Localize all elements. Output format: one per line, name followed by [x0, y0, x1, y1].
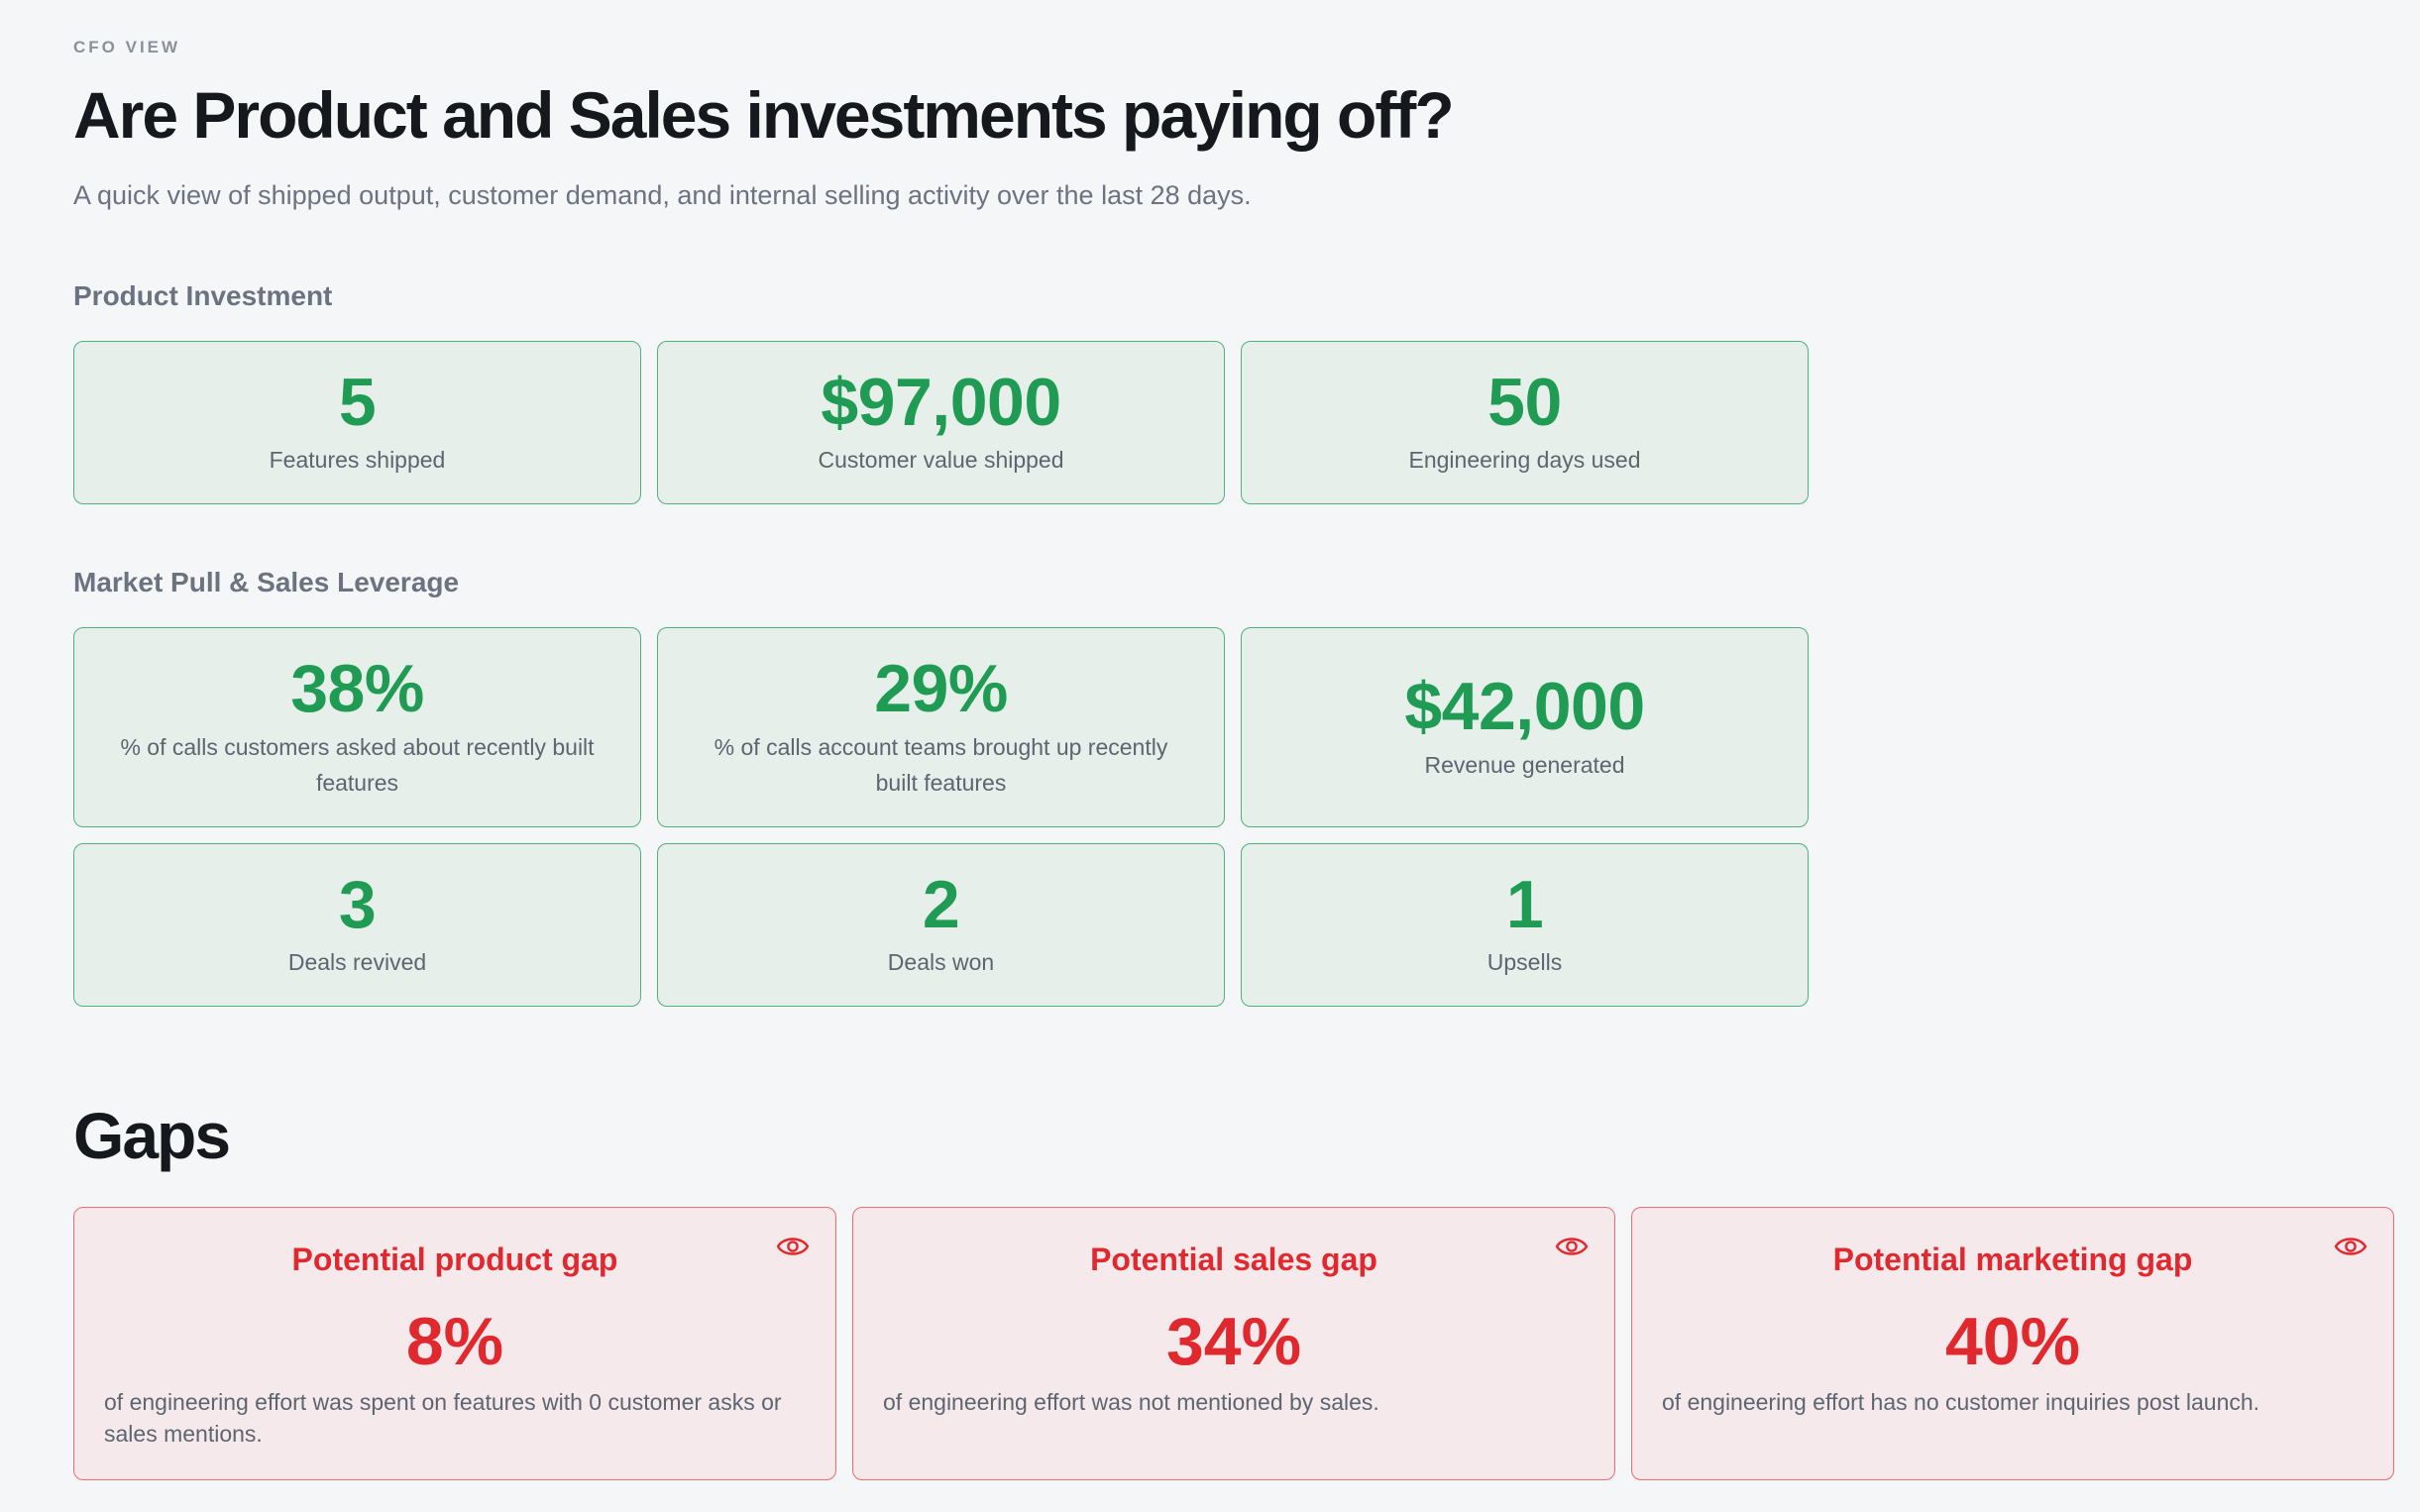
- metric-value: 3: [338, 866, 377, 942]
- section-label-product-investment: Product Investment: [73, 280, 333, 311]
- section-title-gaps: Gaps: [73, 1099, 231, 1172]
- gap-card-product: Potential product gap 8% of engineering …: [73, 1207, 836, 1480]
- page-title: Are Product and Sales investments paying…: [73, 78, 1455, 152]
- metric-card-engineering-days-used: 50 Engineering days used: [1241, 341, 1809, 504]
- metric-label: Deals revived: [287, 949, 427, 976]
- metric-value: 38%: [290, 651, 424, 727]
- metric-value: $97,000: [821, 364, 1061, 440]
- metric-label: Engineering days used: [1408, 447, 1641, 474]
- metric-value: $42,000: [1404, 669, 1645, 745]
- metric-card-deals-revived: 3 Deals revived: [73, 843, 641, 1007]
- metric-label: % of calls customers asked about recentl…: [120, 733, 595, 796]
- metric-card-features-shipped: 5 Features shipped: [73, 341, 641, 504]
- gap-title: Potential sales gap: [1090, 1242, 1377, 1277]
- metric-label: Customer value shipped: [818, 447, 1064, 474]
- eyebrow-label: CFO VIEW: [73, 38, 181, 56]
- gap-card-sales: Potential sales gap 34% of engineering e…: [852, 1207, 1615, 1480]
- gap-title: Potential product gap: [291, 1242, 618, 1277]
- market-pull-grid: 38% % of calls customers asked about rec…: [73, 627, 1811, 1007]
- gap-title: Potential marketing gap: [1832, 1242, 2193, 1277]
- metric-value: 29%: [874, 651, 1008, 727]
- metric-value: 50: [1487, 364, 1562, 440]
- eye-icon[interactable]: [2334, 1234, 2367, 1259]
- metric-label: % of calls account teams brought up rece…: [714, 733, 1168, 796]
- metric-card-customer-asked-pct: 38% % of calls customers asked about rec…: [73, 627, 641, 827]
- gap-description: of engineering effort was spent on featu…: [104, 1389, 782, 1447]
- gap-value: 34%: [1165, 1304, 1302, 1379]
- metric-card-deals-won: 2 Deals won: [657, 843, 1225, 1007]
- metric-card-upsells: 1 Upsells: [1241, 843, 1809, 1007]
- metric-card-customer-value-shipped: $97,000 Customer value shipped: [657, 341, 1225, 504]
- product-investment-grid: 5 Features shipped $97,000 Customer valu…: [73, 341, 1811, 504]
- gap-description: of engineering effort was not mentioned …: [883, 1389, 1379, 1415]
- metric-label: Deals won: [887, 949, 995, 976]
- eye-icon[interactable]: [776, 1234, 810, 1259]
- metric-card-account-teams-pct: 29% % of calls account teams brought up …: [657, 627, 1225, 827]
- metric-value: 2: [922, 866, 960, 942]
- gap-card-marketing: Potential marketing gap 40% of engineeri…: [1631, 1207, 2394, 1480]
- page-subtitle: A quick view of shipped output, customer…: [73, 180, 1252, 210]
- metric-label: Upsells: [1486, 949, 1563, 976]
- metric-label: Revenue generated: [1424, 751, 1625, 778]
- eye-icon[interactable]: [1555, 1234, 1589, 1259]
- metric-card-revenue-generated: $42,000 Revenue generated: [1241, 627, 1809, 827]
- metric-label: Features shipped: [269, 447, 446, 474]
- gap-value: 8%: [405, 1304, 504, 1379]
- gap-description: of engineering effort has no customer in…: [1662, 1389, 2260, 1415]
- gap-value: 40%: [1944, 1304, 2081, 1379]
- metric-value: 5: [338, 364, 377, 440]
- section-label-market-pull: Market Pull & Sales Leverage: [73, 567, 460, 597]
- metric-value: 1: [1505, 866, 1544, 942]
- gaps-grid: Potential product gap 8% of engineering …: [73, 1207, 2394, 1480]
